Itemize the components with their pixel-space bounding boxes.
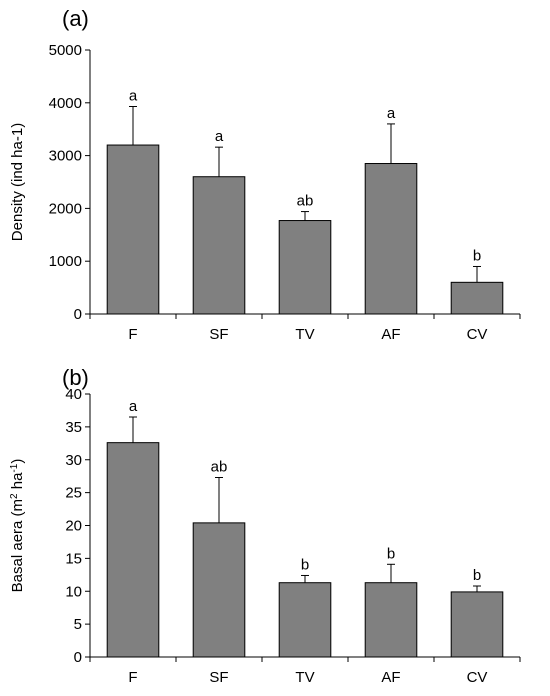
panel-label: (a) xyxy=(62,6,89,31)
x-tick-label-F: F xyxy=(128,669,137,686)
x-tick-label-SF: SF xyxy=(209,669,228,686)
y-axis-title-part: -1 xyxy=(9,463,20,472)
y-tick-label: 2000 xyxy=(49,200,82,217)
bar-F xyxy=(106,144,160,315)
x-tick-label-SF: SF xyxy=(209,326,228,343)
bar-TV xyxy=(278,582,332,658)
significance-label-SF: a xyxy=(215,128,224,145)
x-tick-label-CV: CV xyxy=(467,326,488,343)
y-tick-label: 40 xyxy=(65,386,82,403)
y-tick-label: 30 xyxy=(65,452,82,469)
y-tick-label: 10 xyxy=(65,583,82,600)
y-tick-label: 1000 xyxy=(49,253,82,270)
significance-label-F: a xyxy=(129,398,138,415)
bar-F xyxy=(106,442,160,658)
y-tick-label: 0 xyxy=(74,649,82,666)
panel-label: (b) xyxy=(62,365,89,390)
y-tick-label: 20 xyxy=(65,518,82,535)
density-chart-panel: (a) 0 1000 2000 3000 4000 5000 a Fa SF ab TV a AF b CV D… xyxy=(9,6,521,343)
bar-CV xyxy=(450,281,504,315)
x-tick-label-F: F xyxy=(128,326,137,343)
y-axis-title: Basal aera (m2 ha-1) xyxy=(9,459,27,593)
x-tick-label-TV: TV xyxy=(295,326,314,343)
significance-label-SF: ab xyxy=(211,459,228,476)
significance-label-F: a xyxy=(129,87,138,104)
bar-CV xyxy=(450,591,504,658)
y-tick-label: 5 xyxy=(74,616,82,633)
significance-label-AF: a xyxy=(387,105,396,122)
x-tick-label-TV: TV xyxy=(295,669,314,686)
y-tick-label: 5000 xyxy=(49,42,82,59)
y-tick-label: 4000 xyxy=(49,95,82,112)
bar-AF xyxy=(364,582,418,658)
x-tick-label-AF: AF xyxy=(381,326,400,343)
bar-SF xyxy=(192,176,246,315)
bar-TV xyxy=(278,220,332,315)
y-axis-title-part: 2 xyxy=(9,493,20,499)
y-tick-label: 35 xyxy=(65,419,82,436)
x-tick-label-CV: CV xyxy=(467,669,488,686)
significance-label-TV: ab xyxy=(297,193,314,210)
y-tick-label: 0 xyxy=(74,306,82,323)
significance-label-AF: b xyxy=(387,545,395,562)
bar-AF xyxy=(364,163,418,315)
x-tick-label-AF: AF xyxy=(381,669,400,686)
y-axis-title-part: Basal aera (m xyxy=(9,499,26,592)
y-axis-title-part: ha xyxy=(9,472,26,494)
significance-label-CV: b xyxy=(473,567,481,584)
y-axis-title: Density (ind ha-1) xyxy=(9,123,26,241)
y-tick-label: 15 xyxy=(65,550,82,567)
significance-label-CV: b xyxy=(473,247,481,264)
significance-label-TV: b xyxy=(301,556,309,573)
basal-area-chart-panel: (b) 0 5 10 15 20 25 30 35 40 a Fab SF b TV b AF b CV Basal … xyxy=(9,365,521,686)
y-axis-title-part: ) xyxy=(9,459,26,464)
y-tick-label: 25 xyxy=(65,485,82,502)
bar-SF xyxy=(192,522,246,658)
y-tick-label: 3000 xyxy=(49,148,82,165)
